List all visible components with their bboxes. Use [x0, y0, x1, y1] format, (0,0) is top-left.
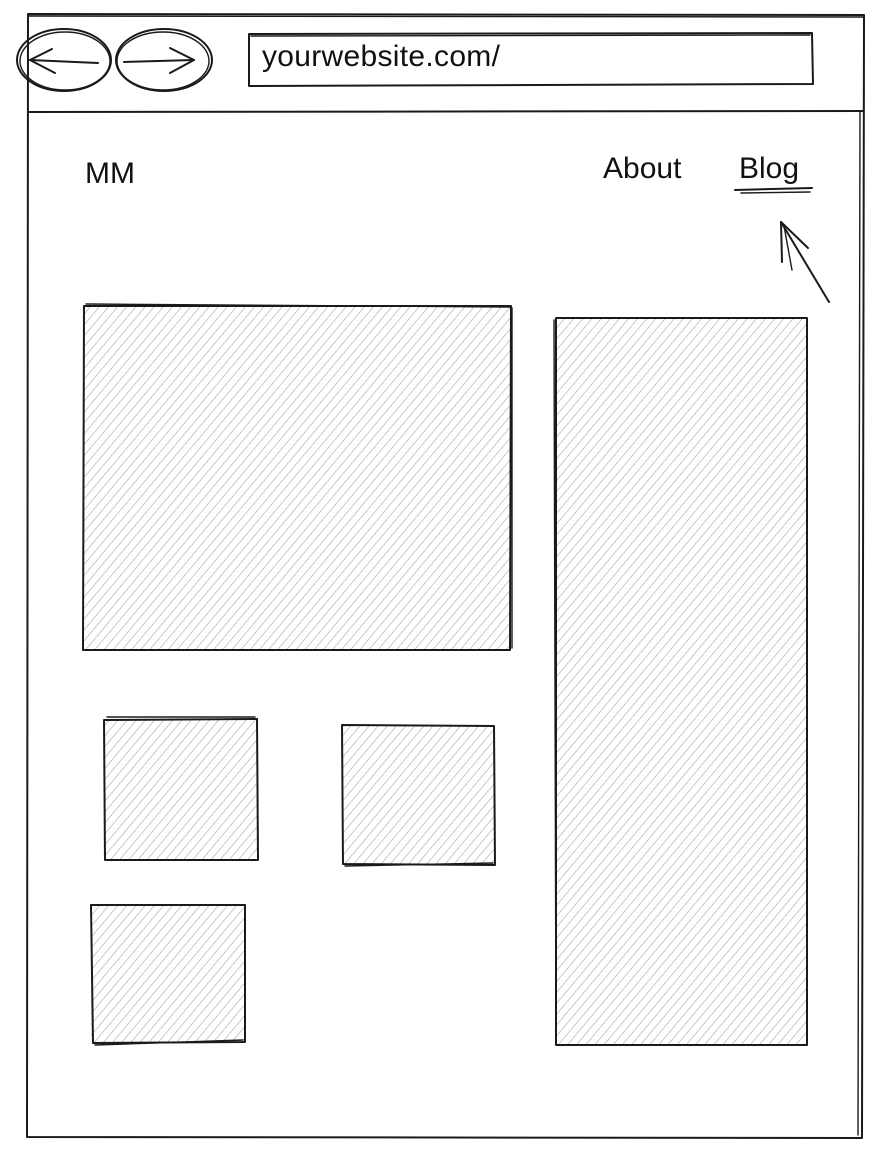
forward-button-shape — [115, 28, 213, 92]
back-button[interactable] — [17, 28, 113, 92]
arrow-right-icon — [123, 47, 195, 74]
back-button-shape — [16, 28, 112, 92]
site-logo[interactable]: MM — [85, 157, 135, 190]
thumbnail-placeholder — [90, 904, 246, 1046]
thumbnail-placeholder — [103, 716, 259, 861]
nav-link-blog[interactable]: Blog — [739, 152, 800, 185]
browser-window-frame — [26, 13, 865, 1139]
thumbnail-placeholder — [341, 724, 496, 867]
blog-underline — [734, 187, 813, 194]
nav-link-about[interactable]: About — [603, 152, 682, 185]
hero-image-placeholder — [82, 303, 513, 651]
forward-button[interactable] — [116, 28, 212, 92]
sidebar-image-placeholder — [553, 317, 808, 1046]
url-text: yourwebsite.com/ — [262, 40, 501, 73]
pointer-arrow-icon — [780, 221, 830, 303]
address-bar-shape — [248, 32, 814, 87]
arrow-left-icon — [29, 48, 99, 74]
